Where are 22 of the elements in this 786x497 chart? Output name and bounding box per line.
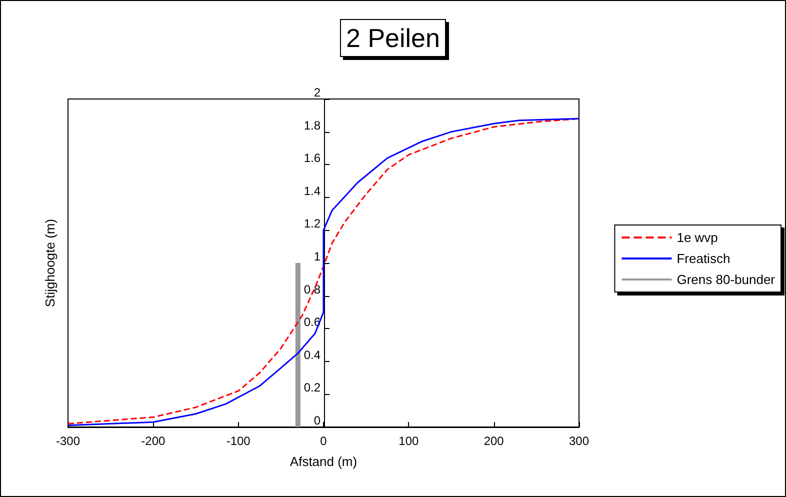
x-tick-label: 100 <box>398 434 419 448</box>
x-tick-label: -200 <box>141 434 166 448</box>
y-tick-label: 0.2 <box>304 380 321 395</box>
legend-label: Freatisch <box>676 251 730 266</box>
y-tick-label: 1.6 <box>304 151 321 166</box>
y-axis-title: Stijghoogte (m) <box>42 218 58 308</box>
y-tick-label: 1.8 <box>304 118 321 132</box>
x-tick-label: -100 <box>226 434 251 448</box>
y-tick-label: 1 <box>314 250 321 264</box>
y-tick-label: 0 <box>314 414 321 428</box>
y-tick-label: 1.2 <box>304 216 321 231</box>
x-axis-title: Afstand (m) <box>290 454 358 469</box>
y-tick-label: 0.8 <box>304 282 321 296</box>
y-tick-label: 2 <box>314 86 321 100</box>
legend-label: 1e wvp <box>676 230 718 245</box>
y-tick-label: 1.4 <box>304 184 321 198</box>
x-tick-label: -300 <box>56 434 80 448</box>
chart-title: 2 Peilen <box>346 23 440 53</box>
y-tick-label: 0.4 <box>304 348 321 362</box>
x-tick-label: 300 <box>568 434 590 448</box>
legend-label: Grens 80-bunder <box>676 272 776 287</box>
x-tick-label: 200 <box>484 434 504 448</box>
